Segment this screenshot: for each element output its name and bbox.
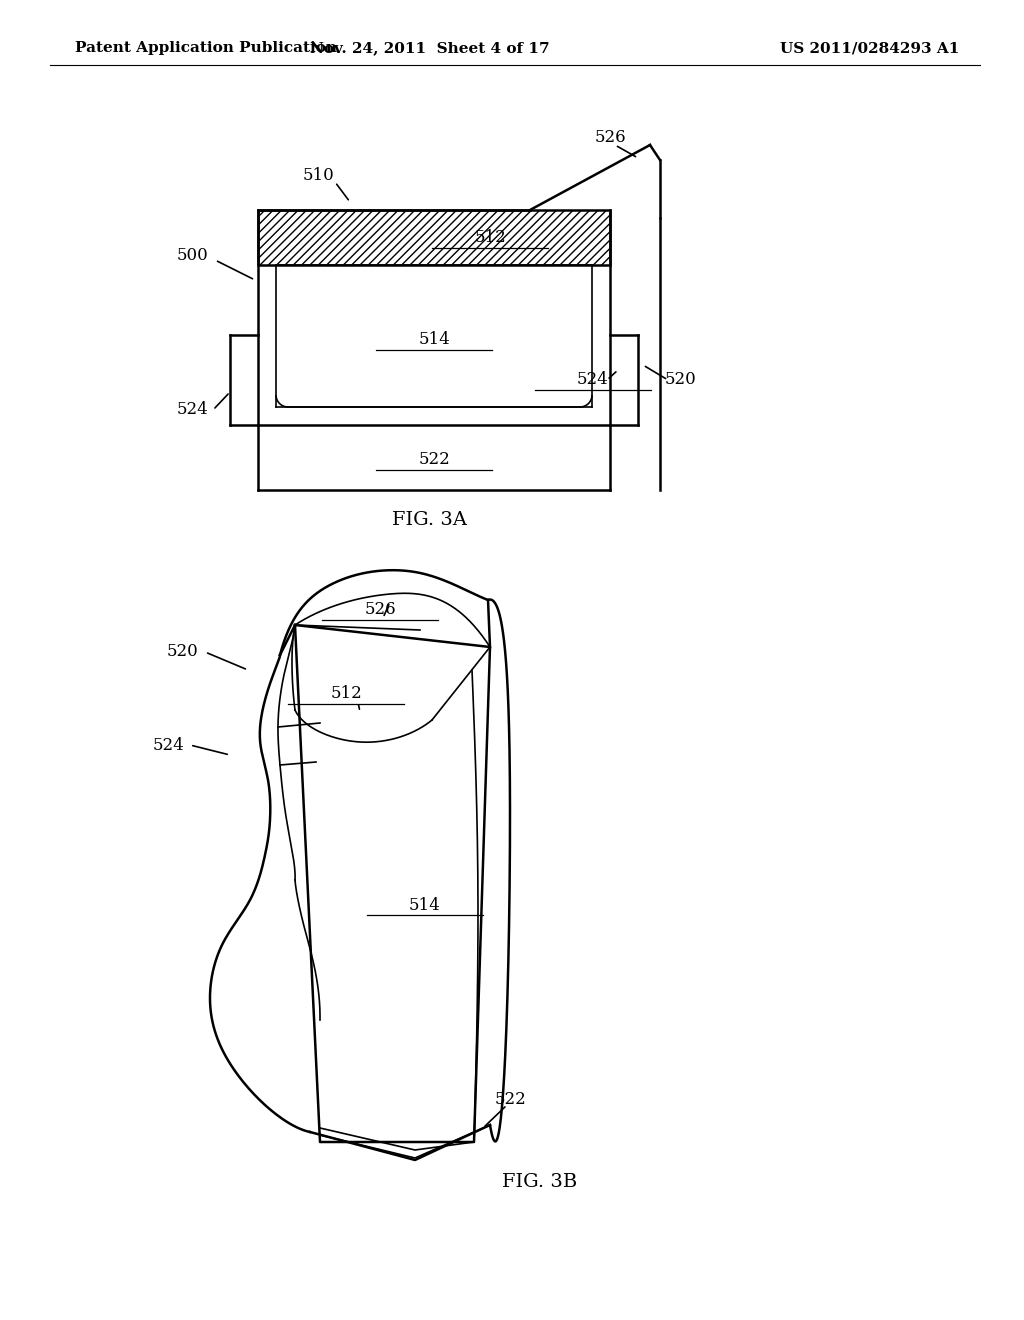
Text: 526: 526 [594,128,626,145]
Text: 522: 522 [418,451,450,469]
Text: Nov. 24, 2011  Sheet 4 of 17: Nov. 24, 2011 Sheet 4 of 17 [310,41,550,55]
Text: 514: 514 [418,331,450,348]
Text: 520: 520 [665,371,696,388]
Text: 526: 526 [365,602,396,619]
Text: FIG. 3B: FIG. 3B [503,1173,578,1191]
Text: 514: 514 [410,896,441,913]
Text: 524: 524 [177,401,209,418]
Text: Patent Application Publication: Patent Application Publication [75,41,337,55]
Text: US 2011/0284293 A1: US 2011/0284293 A1 [780,41,959,55]
Text: 524: 524 [153,737,184,754]
Text: 512: 512 [330,685,361,702]
Text: 500: 500 [177,247,209,264]
Text: 522: 522 [495,1092,526,1109]
Text: 510: 510 [302,166,334,183]
Text: 520: 520 [167,644,199,660]
Text: 512: 512 [474,230,506,247]
Text: FIG. 3A: FIG. 3A [392,511,468,529]
Bar [258,210,610,265]
Text: 524: 524 [578,371,609,388]
